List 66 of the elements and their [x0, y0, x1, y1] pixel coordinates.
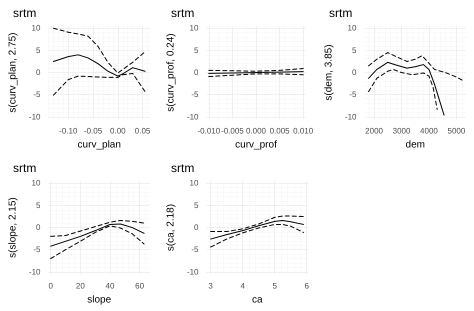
chart-title: srtm [13, 161, 36, 175]
y-axis-title: s(curv_plan, 2.75) [8, 32, 18, 113]
x-tick-label: 5 [272, 282, 278, 291]
line-series [52, 28, 146, 74]
y-axis-title: s(dem, 3.85) [324, 44, 334, 101]
x-tick-label: 3000 [392, 126, 411, 136]
y-tick-label: -10 [28, 112, 42, 122]
x-tick-label: 0.05 [134, 126, 151, 136]
y-tick-label: -10 [186, 267, 200, 276]
line-series [368, 52, 466, 82]
x-axis-title: curv_plan [78, 140, 121, 150]
y-tick-label: 10 [190, 178, 200, 188]
y-tick-label: -5 [349, 90, 357, 100]
x-tick-label: 0.010 [293, 126, 314, 136]
x-tick-label: 0.000 [246, 126, 267, 136]
x-tick-label: 5000 [447, 126, 466, 136]
y-tick-label: 10 [348, 24, 358, 33]
y-tick-label: 0 [352, 68, 358, 78]
y-tick-label: -10 [28, 267, 42, 276]
y-tick-label: 0 [36, 223, 42, 232]
y-tick-label: 10 [190, 24, 200, 33]
chart-title: srtm [171, 161, 194, 175]
y-tick-label: -5 [191, 245, 199, 254]
x-axis-title: curv_prof [235, 140, 278, 150]
y-tick-label: 5 [194, 46, 200, 55]
y-tick-label: 0 [194, 68, 200, 78]
y-tick-label: 0 [36, 68, 42, 78]
x-axis-title: ca [252, 294, 263, 306]
x-tick-label: 40 [106, 282, 115, 291]
chart-title: srtm [329, 6, 352, 20]
y-axis-title: s(ca, 2.18) [166, 204, 176, 252]
y-tick-label: -10 [186, 112, 200, 122]
y-tick-label: -10 [344, 112, 358, 122]
y-tick-label: -5 [33, 90, 41, 100]
x-axis-title: dem [406, 140, 425, 150]
x-tick-label: 2000 [365, 126, 384, 136]
x-tick-label: -0.10 [59, 126, 78, 136]
x-tick-label: 3 [208, 282, 214, 291]
x-tick-label: 0 [48, 282, 54, 291]
x-axis-title: slope [87, 294, 112, 306]
x-tick-label: 4 [240, 282, 246, 291]
chart-title: srtm [13, 6, 36, 20]
y-tick-label: 5 [194, 200, 200, 210]
x-tick-label: -0.005 [221, 126, 244, 136]
x-tick-label: 6 [304, 282, 310, 291]
line-series [368, 62, 445, 116]
y-tick-label: -5 [191, 90, 199, 100]
x-tick-label: -0.010 [197, 126, 221, 136]
x-tick-label: 0.005 [270, 126, 290, 136]
y-tick-label: 5 [352, 46, 358, 55]
line-series [210, 224, 304, 248]
y-tick-label: 0 [194, 223, 200, 232]
x-tick-label: 20 [76, 282, 86, 291]
x-tick-label: 0.00 [110, 126, 126, 136]
y-tick-label: 10 [32, 178, 42, 188]
x-tick-label: 4000 [420, 126, 438, 136]
y-tick-label: 5 [36, 200, 42, 210]
y-tick-label: 5 [36, 46, 42, 55]
x-tick-label: -0.05 [84, 126, 103, 136]
line-series [50, 225, 145, 260]
y-tick-label: -5 [33, 245, 41, 254]
chart-title: srtm [171, 6, 194, 20]
y-axis-title: s(slope, 2.15) [8, 197, 18, 258]
x-tick-label: 60 [135, 282, 145, 291]
y-tick-label: 10 [32, 24, 42, 33]
y-axis-title: s(curv_prof, 0.24) [166, 33, 176, 112]
